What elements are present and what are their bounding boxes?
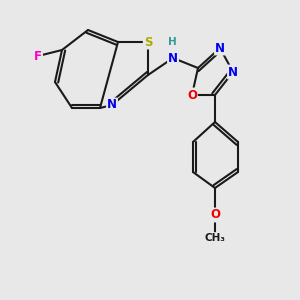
Text: H: H (168, 37, 176, 47)
Text: O: O (187, 88, 197, 101)
Text: F: F (34, 50, 42, 62)
Text: CH₃: CH₃ (205, 233, 226, 243)
Text: N: N (107, 98, 117, 112)
Text: O: O (210, 208, 220, 221)
Text: N: N (215, 41, 225, 55)
Text: S: S (144, 35, 152, 49)
Text: N: N (228, 65, 238, 79)
Text: N: N (168, 52, 178, 64)
